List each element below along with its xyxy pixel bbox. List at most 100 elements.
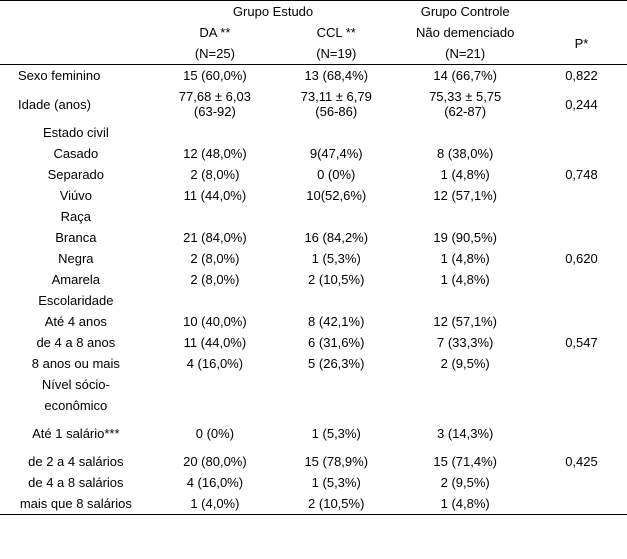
label-casado: Casado: [0, 143, 152, 164]
label-sal24: de 2 a 4 salários: [0, 451, 152, 472]
header-row-3: (N=25) (N=19) (N=21): [0, 43, 627, 65]
val-sal24-da: 20 (80,0%): [152, 451, 278, 472]
val-negra-da: 2 (8,0%): [152, 248, 278, 269]
row-branca: Branca 21 (84,0%) 16 (84,2%) 19 (90,5%): [0, 227, 627, 248]
val-esc8m-ccl: 5 (26,3%): [278, 353, 394, 374]
val-idade-ccl: 73,11 ± 6,79 (56-86): [278, 86, 394, 122]
val-sal8m-ccl: 2 (10,5%): [278, 493, 394, 515]
header-da-label: DA **: [152, 22, 278, 43]
row-esc8m: 8 anos ou mais 4 (16,0%) 5 (26,3%) 2 (9,…: [0, 353, 627, 374]
val-negra-ctrl: 1 (4,8%): [394, 248, 536, 269]
row-esc48: de 4 a 8 anos 11 (44,0%) 6 (31,6%) 7 (33…: [0, 332, 627, 353]
row-idade: Idade (anos) 77,68 ± 6,03 (63-92) 73,11 …: [0, 86, 627, 122]
val-sal1-ctrl: 3 (14,3%): [394, 416, 536, 451]
label-sexo: Sexo feminino: [0, 65, 152, 87]
label-negra: Negra: [0, 248, 152, 269]
val-esc4-da: 10 (40,0%): [152, 311, 278, 332]
val-sal24-ccl: 15 (78,9%): [278, 451, 394, 472]
val-viuvo-ccl: 10(52,6%): [278, 185, 394, 206]
label-sal8m: mais que 8 salários: [0, 493, 152, 515]
row-raca-head: Raça: [0, 206, 627, 227]
demographics-table: Grupo Estudo Grupo Controle DA ** CCL **…: [0, 0, 627, 515]
label-estado-head: Estado civil: [0, 122, 152, 143]
val-casado-ccl: 9(47,4%): [278, 143, 394, 164]
header-ctrl-label: Não demenciado: [394, 22, 536, 43]
val-sal8m-ctrl: 1 (4,8%): [394, 493, 536, 515]
val-esc8m-ctrl: 2 (9,5%): [394, 353, 536, 374]
val-esc48-ccl: 6 (31,6%): [278, 332, 394, 353]
label-raca-head: Raça: [0, 206, 152, 227]
val-sal48-ccl: 1 (5,3%): [278, 472, 394, 493]
row-sal1: Até 1 salário*** 0 (0%) 1 (5,3%) 3 (14,3…: [0, 416, 627, 451]
row-nivel-head-1: Nível sócio-: [0, 374, 627, 395]
header-ccl-label: CCL **: [278, 22, 394, 43]
val-idade-ctrl: 75,33 ± 5,75 (62-87): [394, 86, 536, 122]
val-sal48-ctrl: 2 (9,5%): [394, 472, 536, 493]
label-escol-head: Escolaridade: [0, 290, 152, 311]
val-viuvo-da: 11 (44,0%): [152, 185, 278, 206]
header-ctrl-n: (N=21): [394, 43, 536, 65]
val-branca-da: 21 (84,0%): [152, 227, 278, 248]
header-row-2: DA ** CCL ** Não demenciado P*: [0, 22, 627, 43]
label-esc4: Até 4 anos: [0, 311, 152, 332]
val-amarela-ctrl: 1 (4,8%): [394, 269, 536, 290]
row-viuvo: Viúvo 11 (44,0%) 10(52,6%) 12 (57,1%): [0, 185, 627, 206]
label-viuvo: Viúvo: [0, 185, 152, 206]
val-estado-p: 0,748: [536, 164, 627, 185]
row-sal8m: mais que 8 salários 1 (4,0%) 2 (10,5%) 1…: [0, 493, 627, 515]
row-negra: Negra 2 (8,0%) 1 (5,3%) 1 (4,8%) 0,620: [0, 248, 627, 269]
val-sal1-ccl: 1 (5,3%): [278, 416, 394, 451]
val-sal48-da: 4 (16,0%): [152, 472, 278, 493]
label-amarela: Amarela: [0, 269, 152, 290]
val-separado-da: 2 (8,0%): [152, 164, 278, 185]
label-nivel-head-2: econômico: [0, 395, 152, 416]
label-branca: Branca: [0, 227, 152, 248]
row-esc4: Até 4 anos 10 (40,0%) 8 (42,1%) 12 (57,1…: [0, 311, 627, 332]
val-nivel-p: 0,425: [536, 451, 627, 472]
val-idade-p: 0,244: [536, 86, 627, 122]
row-separado: Separado 2 (8,0%) 0 (0%) 1 (4,8%) 0,748: [0, 164, 627, 185]
val-sexo-p: 0,822: [536, 65, 627, 87]
val-viuvo-ctrl: 12 (57,1%): [394, 185, 536, 206]
row-escol-head: Escolaridade: [0, 290, 627, 311]
row-amarela: Amarela 2 (8,0%) 2 (10,5%) 1 (4,8%): [0, 269, 627, 290]
label-esc8m: 8 anos ou mais: [0, 353, 152, 374]
val-separado-ccl: 0 (0%): [278, 164, 394, 185]
header-da-n: (N=25): [152, 43, 278, 65]
val-negra-ccl: 1 (5,3%): [278, 248, 394, 269]
val-sal1-da: 0 (0%): [152, 416, 278, 451]
val-casado-da: 12 (48,0%): [152, 143, 278, 164]
row-estado-head: Estado civil: [0, 122, 627, 143]
header-row-1: Grupo Estudo Grupo Controle: [0, 1, 627, 23]
val-amarela-da: 2 (8,0%): [152, 269, 278, 290]
row-nivel-head-2: econômico: [0, 395, 627, 416]
header-ccl-n: (N=19): [278, 43, 394, 65]
val-escol-p: 0,547: [536, 332, 627, 353]
val-sexo-ccl: 13 (68,4%): [278, 65, 394, 87]
val-casado-ctrl: 8 (38,0%): [394, 143, 536, 164]
row-sal24: de 2 a 4 salários 20 (80,0%) 15 (78,9%) …: [0, 451, 627, 472]
val-esc48-ctrl: 7 (33,3%): [394, 332, 536, 353]
row-casado: Casado 12 (48,0%) 9(47,4%) 8 (38,0%): [0, 143, 627, 164]
label-nivel-head-1: Nível sócio-: [0, 374, 152, 395]
val-esc4-ctrl: 12 (57,1%): [394, 311, 536, 332]
val-esc48-da: 11 (44,0%): [152, 332, 278, 353]
header-p-label: P*: [536, 22, 627, 65]
val-branca-ccl: 16 (84,2%): [278, 227, 394, 248]
label-idade: Idade (anos): [0, 86, 152, 122]
val-amarela-ccl: 2 (10,5%): [278, 269, 394, 290]
label-sal1: Até 1 salário***: [0, 416, 152, 451]
label-esc48: de 4 a 8 anos: [0, 332, 152, 353]
val-branca-ctrl: 19 (90,5%): [394, 227, 536, 248]
val-sal8m-da: 1 (4,0%): [152, 493, 278, 515]
header-group-control: Grupo Controle: [394, 1, 536, 23]
val-idade-da: 77,68 ± 6,03 (63-92): [152, 86, 278, 122]
val-raca-p: 0,620: [536, 248, 627, 269]
header-group-study: Grupo Estudo: [152, 1, 395, 23]
val-sal24-ctrl: 15 (71,4%): [394, 451, 536, 472]
label-sal48: de 4 a 8 salários: [0, 472, 152, 493]
val-sexo-da: 15 (60,0%): [152, 65, 278, 87]
val-sexo-ctrl: 14 (66,7%): [394, 65, 536, 87]
val-separado-ctrl: 1 (4,8%): [394, 164, 536, 185]
row-sexo: Sexo feminino 15 (60,0%) 13 (68,4%) 14 (…: [0, 65, 627, 87]
